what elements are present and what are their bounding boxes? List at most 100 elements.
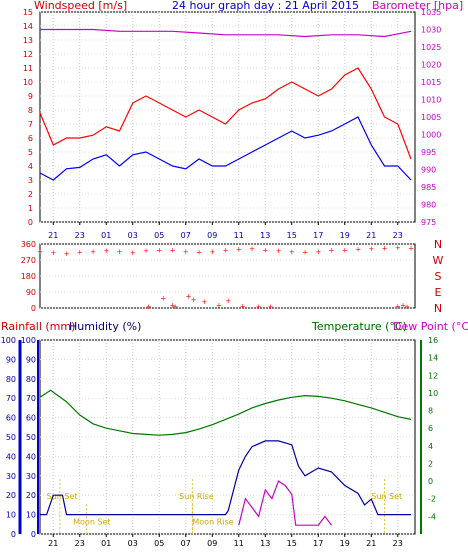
- direction-point: +: [276, 247, 282, 255]
- rainfall-tick-label: 50: [6, 433, 16, 442]
- rainfall-axis-title: Rainfall (mm): [1, 320, 75, 333]
- compass-label: W: [433, 254, 444, 267]
- dew-point-axis-title: Dew Point (°C): [393, 320, 468, 333]
- temp-xtick-label: 19: [340, 539, 350, 548]
- direction-point: +: [170, 247, 176, 255]
- temperature-tick-label: 2: [428, 459, 433, 468]
- wind-xtick-label: 05: [154, 231, 164, 240]
- humidity-tick-label: 0: [31, 530, 36, 539]
- barometer-tick-label: 1020: [421, 61, 441, 70]
- direction-point: +: [64, 250, 70, 258]
- direction-point: +: [342, 246, 348, 254]
- barometer-tick-label: 975: [421, 218, 436, 227]
- direction-point: +: [201, 298, 207, 306]
- humidity-tick-label: 60: [26, 414, 36, 423]
- windspeed-tick-label: 5: [28, 148, 33, 157]
- temp-xtick-label: 15: [287, 539, 297, 548]
- rainfall-tick-label: 70: [6, 394, 16, 403]
- direction-point: +: [240, 302, 246, 310]
- direction-point: +: [329, 247, 335, 255]
- direction-point: +: [103, 247, 109, 255]
- direction-point: +: [50, 249, 56, 257]
- wind-barometer-panel: 0123456789101112131415975980985990995100…: [23, 8, 442, 240]
- direction-point: +: [256, 303, 262, 311]
- rainfall-tick-label: 80: [6, 375, 16, 384]
- temperature-tick-label: 10: [428, 389, 438, 398]
- wind-xtick-label: 23: [75, 231, 85, 240]
- wind-xtick-label: 21: [366, 231, 376, 240]
- barometer-tick-label: 1015: [421, 78, 441, 87]
- barometer-tick-label: 995: [421, 148, 436, 157]
- direction-point: +: [209, 248, 215, 256]
- barometer-tick-label: 980: [421, 201, 436, 210]
- direction-point: +: [117, 248, 123, 256]
- direction-point: +: [130, 249, 136, 257]
- direction-point: +: [395, 302, 401, 310]
- direction-point: +: [191, 296, 197, 304]
- direction-point: +: [196, 248, 202, 256]
- temp-xtick-label: 11: [234, 539, 244, 548]
- barometer-axis-title: Barometer [hpa]: [372, 0, 463, 12]
- wind-xtick-label: 01: [101, 231, 111, 240]
- barometer-line: [40, 28, 412, 38]
- wind-xtick-label: 11: [234, 231, 244, 240]
- direction-point: +: [185, 293, 191, 301]
- rainfall-tick-label: 60: [6, 414, 16, 423]
- windspeed-tick-label: 10: [23, 78, 33, 87]
- sun-moon-annotation: Sun Rise: [179, 492, 214, 501]
- compass-label: N: [434, 238, 442, 251]
- temp-xtick-label: 21: [366, 539, 376, 548]
- humidity-line: [40, 440, 411, 516]
- windspeed-tick-label: 7: [28, 120, 33, 129]
- barometer-tick-label: 1025: [421, 43, 441, 52]
- windspeed-tick-label: 4: [28, 162, 33, 171]
- temperature-line: [39, 389, 412, 436]
- wind-xtick-label: 15: [287, 231, 297, 240]
- rainfall-tick-label: 30: [6, 472, 16, 481]
- windspeed-tick-label: 13: [23, 36, 33, 45]
- wind-xtick-label: 17: [313, 231, 323, 240]
- temperature-tick-label: 14: [428, 354, 438, 363]
- direction-tick-label: 270: [21, 256, 36, 265]
- temp-xtick-label: 13: [260, 539, 270, 548]
- wind-gust-line: [39, 67, 412, 160]
- wind-xtick-label: 19: [340, 231, 350, 240]
- humidity-tick-label: 50: [26, 433, 36, 442]
- direction-point: +: [170, 301, 176, 309]
- direction-tick-label: 0: [31, 304, 36, 313]
- rainfall-tick-label: 20: [6, 491, 16, 500]
- temp-xtick-label: 05: [154, 539, 164, 548]
- windspeed-tick-label: 3: [28, 176, 33, 185]
- direction-point: +: [183, 248, 189, 256]
- direction-tick-label: 90: [26, 288, 36, 297]
- humidity-tick-label: 70: [26, 394, 36, 403]
- direction-point: +: [315, 248, 321, 256]
- temp-xtick-label: 23: [393, 539, 403, 548]
- direction-point: +: [262, 246, 268, 254]
- direction-point: +: [216, 301, 222, 309]
- temperature-tick-label: -4: [428, 512, 436, 521]
- direction-tick-label: 360: [21, 240, 36, 249]
- wind-xtick-label: 21: [48, 231, 58, 240]
- wind-xtick-label: 09: [207, 231, 217, 240]
- humidity-tick-label: 40: [26, 452, 36, 461]
- temp-xtick-label: 01: [101, 539, 111, 548]
- sun-moon-annotation: Moon Rise: [192, 517, 233, 526]
- windspeed-tick-label: 14: [23, 22, 33, 31]
- windspeed-tick-label: 6: [28, 134, 33, 143]
- humidity-tick-label: 90: [26, 355, 36, 364]
- compass-label: E: [435, 286, 442, 299]
- windspeed-tick-label: 15: [23, 8, 33, 17]
- humidity-tick-label: 30: [26, 472, 36, 481]
- direction-point: +: [160, 294, 166, 302]
- rainfall-tick-label: 100: [1, 336, 16, 345]
- sun-moon-annotation: Sun Set: [47, 492, 78, 501]
- wind-plot-frame: [39, 11, 416, 223]
- temperature-tick-label: 6: [428, 424, 433, 433]
- direction-point: +: [302, 248, 308, 256]
- temp-xtick-label: 07: [181, 539, 191, 548]
- direction-point: +: [90, 248, 96, 256]
- windspeed-tick-label: 0: [28, 218, 33, 227]
